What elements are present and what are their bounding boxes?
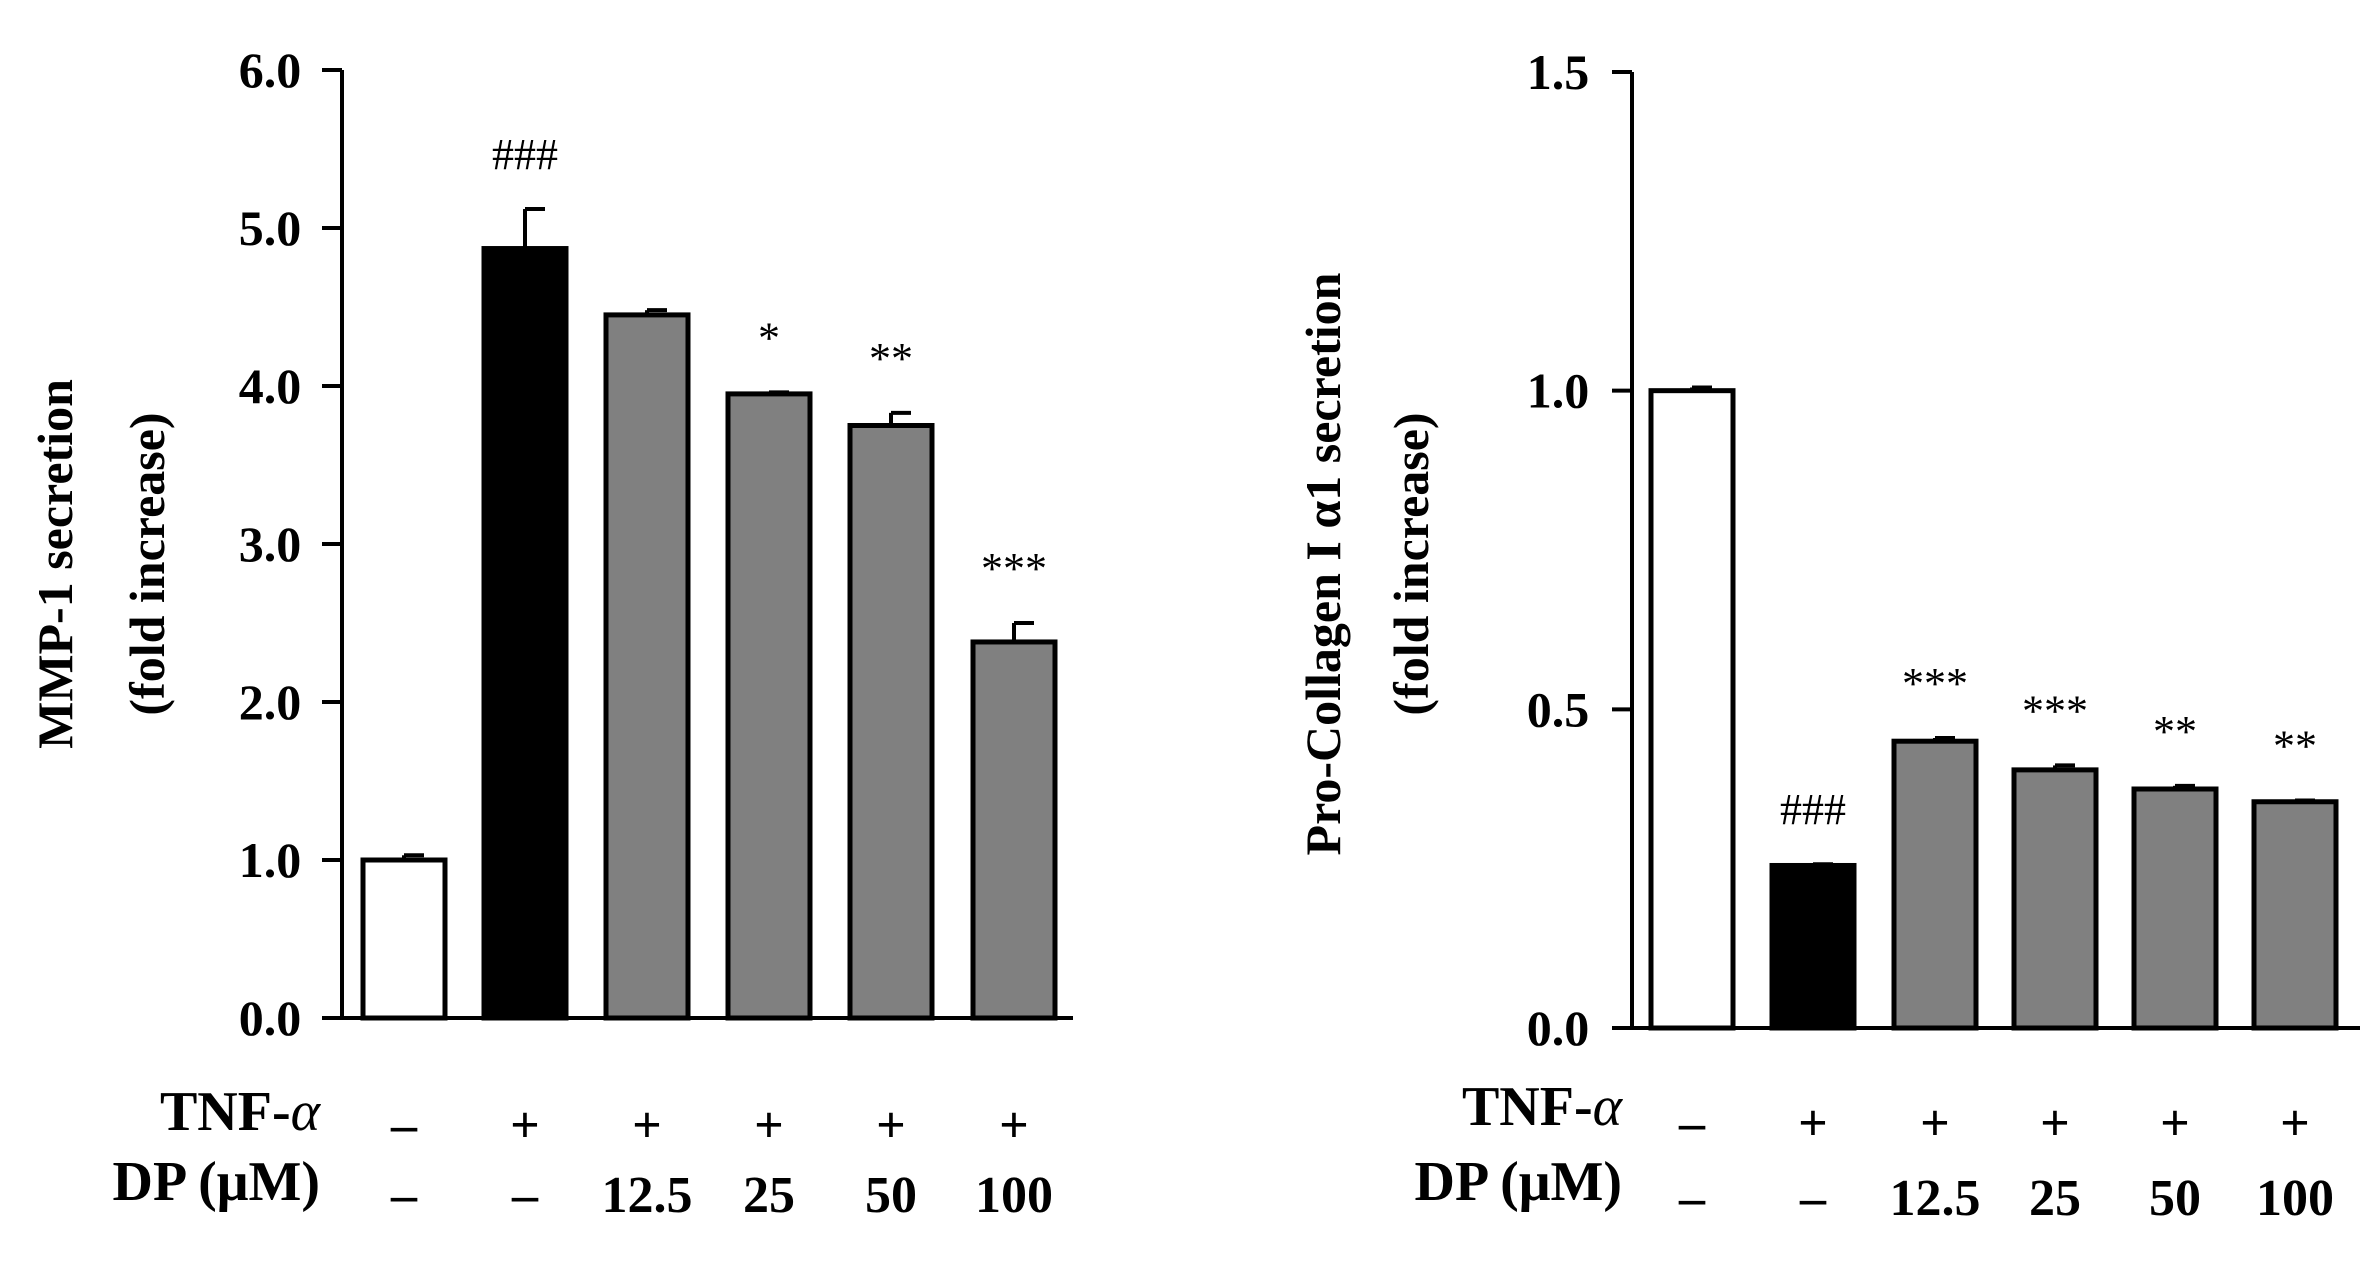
y-axis-subtitle: (fold increase) [1383, 412, 1439, 715]
tnf-condition: + [876, 1097, 906, 1154]
y-tick-label: 6.0 [239, 42, 302, 98]
tnf-condition: + [1920, 1095, 1950, 1152]
tnf-condition: – [1678, 1095, 1706, 1152]
tnf-condition: + [2280, 1095, 2310, 1152]
bar-control [360, 857, 448, 1021]
y-tick-label: 0.0 [239, 990, 302, 1046]
dp-condition: 100 [2256, 1170, 2334, 1227]
tnf-row-label: TNF-α [1462, 1076, 1624, 1138]
dp-condition: – [1678, 1170, 1706, 1227]
dp-condition: 12.5 [602, 1167, 693, 1224]
significance-mark: * [758, 313, 780, 362]
tnf-condition: + [1798, 1095, 1828, 1152]
collagen-panel: 0.0 0.5 1.0 1.5 Pro-Collagen I α1 secretion (… [1295, 44, 2360, 1227]
y-tick-label: 1.5 [1527, 44, 1590, 100]
tnf-condition: + [999, 1097, 1029, 1154]
y-tick-label: 0.5 [1527, 681, 1590, 737]
dp-condition: 25 [743, 1167, 795, 1224]
dp-condition: – [390, 1167, 418, 1224]
y-tick-label: 0.0 [1527, 1000, 1590, 1056]
bar-dp-25 [725, 391, 813, 1021]
bar-dp-12-5 [603, 312, 691, 1021]
y-tick-label: 5.0 [239, 200, 302, 256]
bar-control [1648, 388, 1736, 1031]
significance-mark: ** [2153, 707, 2197, 756]
dp-condition: 25 [2029, 1170, 2081, 1227]
y-tick-label: 1.0 [1527, 363, 1590, 419]
y-axis-title: Pro-Collagen I α1 secretion [1295, 272, 1351, 855]
y-tick-label: 2.0 [239, 674, 302, 730]
dp-condition: 50 [865, 1167, 917, 1224]
bar-dp-50 [847, 423, 935, 1021]
dp-row-label: DP (μM) [1415, 1151, 1622, 1213]
tnf-condition: + [2040, 1095, 2070, 1152]
bar-tnf- [481, 246, 569, 1021]
dp-row-label: DP (μM) [113, 1151, 320, 1213]
y-tick-label: 1.0 [239, 832, 302, 888]
significance-mark: ** [869, 334, 913, 383]
bar-tnf- [1769, 862, 1857, 1031]
significance-mark: ** [2273, 721, 2317, 770]
dp-condition: – [511, 1167, 539, 1224]
dp-condition: 100 [975, 1167, 1053, 1224]
dp-condition: 50 [2149, 1170, 2201, 1227]
y-tick-label: 4.0 [239, 358, 302, 414]
bar-dp-25 [2011, 767, 2099, 1031]
tnf-row-label: TNF-α [160, 1081, 322, 1143]
y-axis-subtitle: (fold increase) [119, 412, 175, 715]
tnf-condition: – [390, 1097, 418, 1154]
bar-dp-50 [2131, 786, 2219, 1031]
significance-mark: ### [492, 130, 558, 179]
dp-condition: 12.5 [1890, 1170, 1981, 1227]
y-tick-label: 3.0 [239, 516, 302, 572]
tnf-condition: + [2160, 1095, 2190, 1152]
mmp1-panel: 0.0 1.0 2.0 3.0 4.0 5.0 6.0 MMP-1 secretion (fol… [27, 42, 1073, 1224]
significance-mark: *** [1902, 659, 1968, 708]
significance-mark: ### [1780, 785, 1846, 834]
significance-mark: *** [981, 544, 1047, 593]
significance-mark: *** [2022, 686, 2088, 735]
bar-dp-12-5 [1891, 738, 1979, 1031]
tnf-condition: + [632, 1097, 662, 1154]
tnf-condition: + [754, 1097, 784, 1154]
bar-dp-100 [2251, 799, 2339, 1031]
dp-condition: – [1799, 1170, 1827, 1227]
tnf-condition: + [510, 1097, 540, 1154]
y-axis-title: MMP-1 secretion [27, 379, 83, 749]
bar-dp-100 [970, 639, 1058, 1021]
